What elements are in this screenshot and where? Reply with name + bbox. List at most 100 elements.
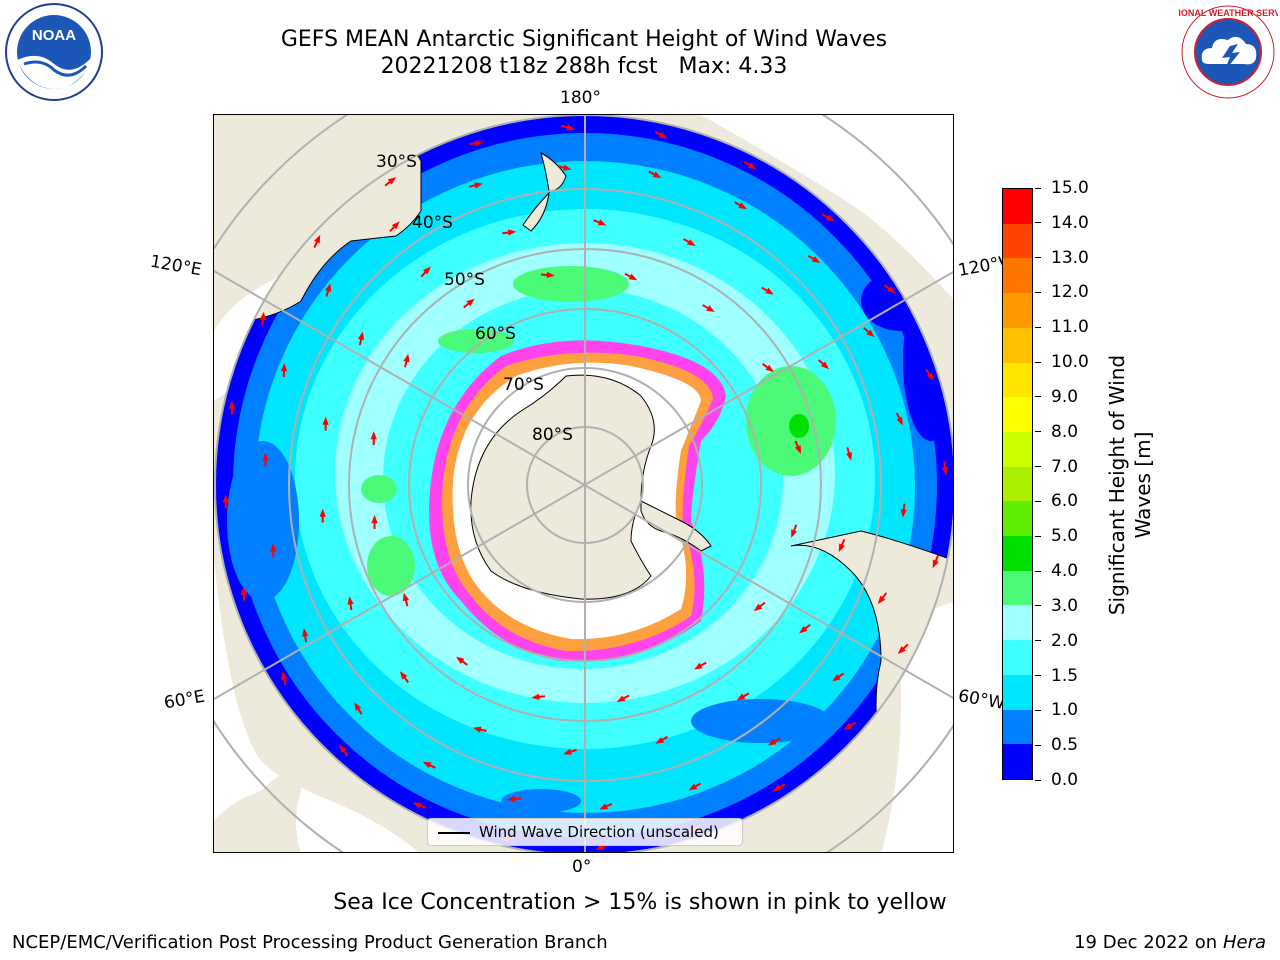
- legend-line-sample: [438, 832, 470, 834]
- colorbar-segment: [1003, 258, 1032, 294]
- wave-arrow-head: [259, 311, 266, 321]
- wave-arrow-head: [616, 695, 626, 703]
- wave-arrow-head: [472, 726, 482, 733]
- wave-arrow-head: [507, 229, 517, 236]
- colorbar-tick-label: 1.0: [1051, 700, 1079, 721]
- max-value-label: Max: 4.33: [678, 54, 788, 79]
- colorbar-tick-mark: [1035, 466, 1041, 468]
- legend-label: Wind Wave Direction (unscaled): [479, 823, 719, 841]
- colorbar-tick-mark: [1035, 744, 1041, 746]
- wave-arrow-head: [765, 287, 774, 295]
- colorbar-tick-mark: [1035, 779, 1041, 781]
- colorbar-tick-label: 9.0: [1051, 386, 1079, 407]
- wave-arrow-head: [423, 266, 431, 275]
- wave-arrow-head: [687, 239, 696, 247]
- wave-arrow-head: [706, 305, 715, 313]
- wave-arrow-head: [531, 693, 540, 701]
- wave-arrow-head: [358, 331, 365, 341]
- wave-arrow-head: [563, 748, 572, 755]
- colorbar-tick-label: 6.0: [1051, 491, 1079, 512]
- wave-arrow-head: [562, 164, 572, 171]
- lon-label-180: 180°: [560, 88, 601, 108]
- wave-arrow-head: [820, 361, 830, 370]
- wave-arrow-head: [655, 736, 665, 744]
- wave-arrow-head: [597, 219, 607, 226]
- wave-arrow-head: [794, 445, 802, 454]
- wave-arrow-head: [507, 795, 516, 803]
- wave-arrow-head: [838, 543, 845, 553]
- wave-arrow-head: [474, 140, 484, 147]
- lat-label-60s: 60°S: [475, 324, 516, 344]
- wave-arrow-head: [736, 693, 746, 701]
- colorbar-tick-label: 3.0: [1051, 595, 1079, 616]
- colorbar-tick-label: 5.0: [1051, 526, 1079, 547]
- colorbar-tick-label: 0.0: [1051, 770, 1079, 790]
- colorbar-tick-mark: [1035, 361, 1041, 363]
- colorbar-segment: [1003, 431, 1032, 467]
- wave-arrow-head: [270, 543, 277, 552]
- wave-arrow-head: [222, 494, 229, 503]
- colorbar-tick-label: 8.0: [1051, 421, 1079, 442]
- wind-wave-direction-arrows: [222, 124, 949, 850]
- colorbar-tick-label: 11.0: [1051, 317, 1089, 338]
- national-weather-service-logo: NATIONAL WEATHER SERVICE: [1178, 5, 1278, 99]
- colorbar-segment: [1003, 223, 1032, 259]
- wave-arrow-head: [262, 452, 269, 461]
- wave-arrow-head: [900, 509, 907, 518]
- colorbar-tick-label: 10.0: [1051, 352, 1089, 373]
- colorbar-tick-mark: [1035, 709, 1041, 711]
- wave-arrow-head: [566, 124, 576, 131]
- wave-arrow-head: [688, 783, 698, 791]
- wave-arrow-head: [843, 722, 853, 730]
- wave-arrow-head: [387, 177, 397, 185]
- wave-arrow-head: [897, 646, 906, 655]
- colorbar-segment: [1003, 605, 1032, 641]
- footer-producer: NCEP/EMC/Verification Post Processing Pr…: [12, 932, 608, 953]
- wave-arrow-head: [422, 761, 432, 769]
- colorbar-tick-mark: [1035, 640, 1041, 642]
- colorbar-tick-label: 1.5: [1051, 665, 1079, 686]
- wave-arrow-head: [832, 674, 841, 682]
- colorbar-tick-label: 2.0: [1051, 630, 1079, 651]
- wave-arrow-head: [694, 662, 703, 670]
- wave-arrow-head: [371, 515, 378, 524]
- wave-arrow-head: [926, 372, 935, 381]
- footer-date: 19 Dec 2022 on Hera: [1074, 932, 1266, 953]
- noaa-logo: NOAA: [5, 3, 103, 101]
- wave-arrow-head: [738, 202, 747, 210]
- sea-ice-caption: Sea Ice Concentration > 15% is shown in …: [333, 890, 947, 915]
- wave-arrow-head: [412, 802, 422, 809]
- colorbar-segment: [1003, 536, 1032, 571]
- lon-label-0: 0°: [572, 857, 592, 877]
- wave-arrow-head: [628, 273, 638, 281]
- noaa-logo-text: NOAA: [32, 27, 76, 44]
- wave-arrow-head: [659, 131, 668, 139]
- wave-arrow-head: [466, 298, 475, 307]
- footer-date-text: 19 Dec 2022 on: [1074, 932, 1218, 953]
- wave-arrow-head: [811, 256, 821, 263]
- svg-text:NATIONAL WEATHER SERVICE: NATIONAL WEATHER SERVICE: [1178, 8, 1278, 18]
- lat-label-40s: 40°S: [412, 213, 453, 233]
- colorbar-segment: [1003, 674, 1032, 710]
- wave-arrow-head: [281, 671, 288, 680]
- colorbar-segment: [1003, 189, 1032, 224]
- wave-arrow-head: [322, 416, 329, 425]
- colorbar-tick-label: 0.5: [1051, 735, 1079, 756]
- wave-arrow-head: [791, 529, 798, 538]
- colorbar-segment: [1003, 362, 1032, 398]
- wave-arrow-head: [313, 234, 321, 244]
- colorbar-tick-mark: [1035, 222, 1041, 224]
- forecast-run-label: 20221208 t18z 288h fcst: [380, 54, 658, 79]
- lat-label-80s: 80°S: [532, 425, 573, 445]
- wave-arrow-head: [399, 671, 408, 680]
- wave-arrow-head: [354, 702, 362, 711]
- lon-label-60w: 60°W: [956, 686, 1007, 714]
- wave-arrow-head: [319, 508, 326, 517]
- wave-arrow-head: [599, 803, 608, 810]
- colorbar-title-line2: Waves [m]: [1131, 431, 1155, 539]
- wave-arrow-head: [877, 595, 886, 605]
- wave-arrow-head: [456, 656, 465, 664]
- colorbar-segment: [1003, 466, 1032, 502]
- colorbar-segment: [1003, 397, 1032, 432]
- wave-arrow-head: [370, 431, 377, 440]
